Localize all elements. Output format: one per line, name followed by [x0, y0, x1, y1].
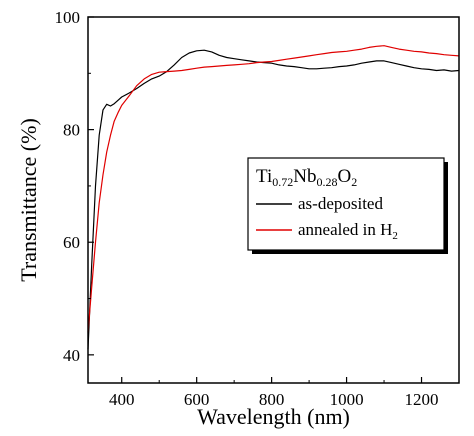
subscript-part: 0.28 [316, 175, 337, 189]
y-tick-label: 100 [55, 8, 81, 27]
subscript-part: 2 [392, 230, 398, 242]
series-line-2 [87, 45, 460, 333]
legend-title: Ti0.72Nb0.28O2 [256, 166, 357, 189]
y-tick-label: 80 [63, 121, 80, 140]
y-axis-title: Transmittance (%) [16, 118, 41, 282]
text-part: O [337, 166, 351, 187]
x-tick-label: 400 [109, 390, 135, 409]
plot-frame [87, 16, 460, 384]
y-tick-label: 60 [63, 233, 80, 252]
x-tick-label: 800 [259, 390, 285, 409]
x-tick-label: 1000 [330, 390, 364, 409]
subscript-part: 0.72 [272, 175, 293, 189]
text-part: Nb [293, 166, 316, 187]
text-part: as-deposited [298, 194, 383, 213]
x-tick-label: 600 [184, 390, 210, 409]
legend-label: as-deposited [298, 194, 383, 213]
legend-label: annealed in H2 [298, 220, 398, 242]
text-part: Ti [256, 166, 272, 187]
y-tick-label: 40 [63, 346, 80, 365]
text-part: annealed in H [298, 220, 392, 239]
x-tick-label: 1200 [405, 390, 439, 409]
plot-lines [87, 45, 460, 350]
y-axis-ticks: 40 60 80 100 [55, 8, 94, 365]
x-axis-title: Wavelength (nm) [197, 404, 350, 429]
subscript-part: 2 [351, 175, 357, 189]
x-axis-ticks: 400 600 800 1000 1200 [109, 377, 460, 409]
